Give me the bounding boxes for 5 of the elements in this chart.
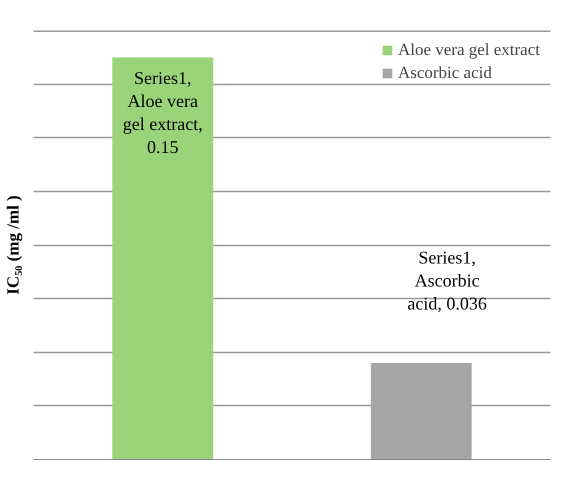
y-axis-title: IC₅₀ (mg /ml ) [4, 195, 22, 295]
data-label: Series1, Aloe vera gel extract, 0.15 [122, 68, 203, 158]
legend-label: Ascorbic acid [398, 63, 492, 83]
data-label: Series1, Ascorbic acid, 0.036 [407, 248, 487, 314]
legend-label: Aloe vera gel extract [398, 40, 540, 60]
